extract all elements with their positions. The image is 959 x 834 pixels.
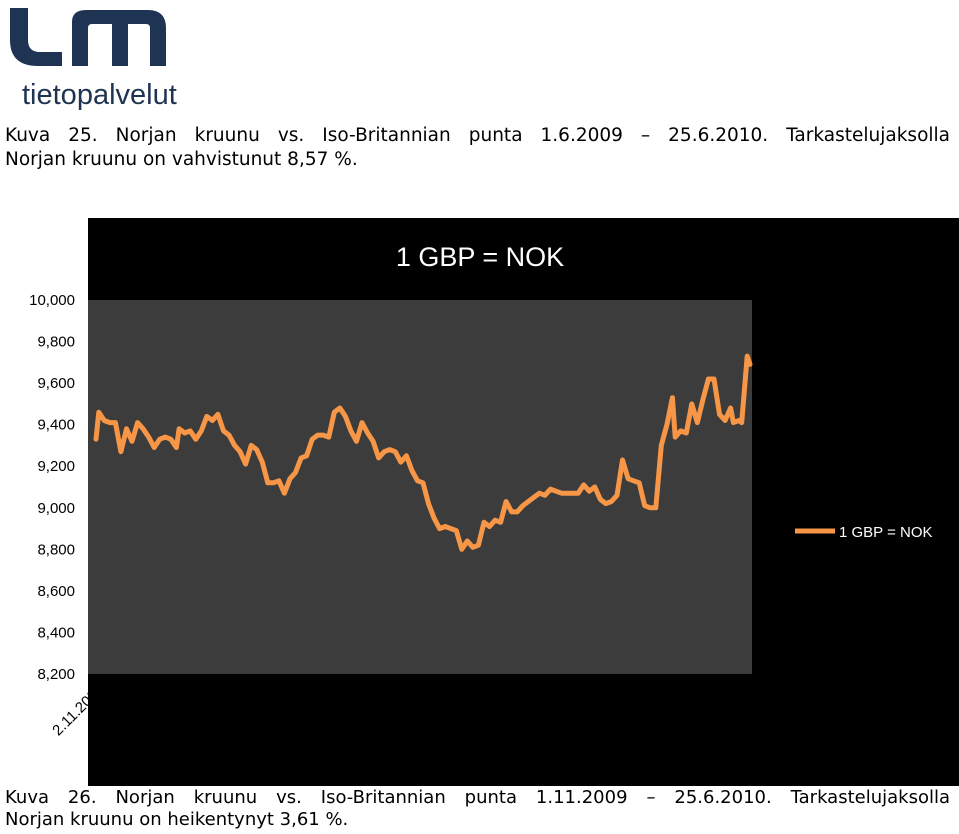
y-tick-label: 8,600 bbox=[37, 583, 75, 600]
y-tick-label: 9,000 bbox=[37, 500, 75, 517]
series-line bbox=[93, 353, 753, 552]
legend-label: 1 GBP = NOK bbox=[839, 524, 933, 541]
chart-title: 1 GBP = NOK bbox=[396, 242, 564, 272]
y-tick-label: 8,800 bbox=[37, 541, 75, 558]
caption-top-line-1: Kuva 25. Norjan kruunu vs. Iso-Britannia… bbox=[5, 125, 950, 146]
plot-area bbox=[88, 300, 752, 674]
y-axis: 10,000 9,800 9,600 9,400 9,200 9,000 8,800 8,60… bbox=[29, 292, 75, 683]
caption-top: Kuva 25. Norjan kruunu vs. Iso-Britannia… bbox=[5, 124, 950, 172]
legend: 1 GBP = NOK bbox=[795, 524, 933, 541]
logo: tietopalvelut bbox=[0, 0, 200, 115]
y-tick-label: 9,400 bbox=[37, 417, 75, 434]
caption-bottom: Kuva 26. Norjan kruunu vs. Iso-Britannia… bbox=[5, 787, 950, 831]
chart-svg: 1 GBP = NOK 10,000 9,800 9,600 9,400 9,200 9,… bbox=[29, 218, 959, 786]
y-tick-label: 8,400 bbox=[37, 624, 75, 641]
series-layer bbox=[93, 353, 753, 552]
y-tick-label: 9,600 bbox=[37, 375, 75, 392]
caption-top-line-2: Norjan kruunu on vahvistunut 8,57 %. bbox=[5, 149, 358, 170]
lm-logo-mark: tietopalvelut bbox=[10, 8, 177, 111]
caption-bottom-line-2: Norjan kruunu on heikentynyt 3,61 %. bbox=[5, 809, 349, 830]
y-tick-label: 10,000 bbox=[29, 292, 75, 309]
y-tick-label: 9,800 bbox=[37, 334, 75, 351]
y-tick-label: 8,200 bbox=[37, 666, 75, 683]
exchange-rate-chart: 1 GBP = NOK 10,000 9,800 9,600 9,400 9,200 9,… bbox=[0, 218, 959, 786]
logo-letter-l bbox=[10, 8, 62, 66]
y-tick-label: 9,200 bbox=[37, 458, 75, 475]
logo-wordmark: tietopalvelut bbox=[22, 79, 177, 111]
caption-bottom-line-1: Kuva 26. Norjan kruunu vs. Iso-Britannia… bbox=[5, 787, 950, 808]
logo-letter-m bbox=[72, 10, 166, 66]
